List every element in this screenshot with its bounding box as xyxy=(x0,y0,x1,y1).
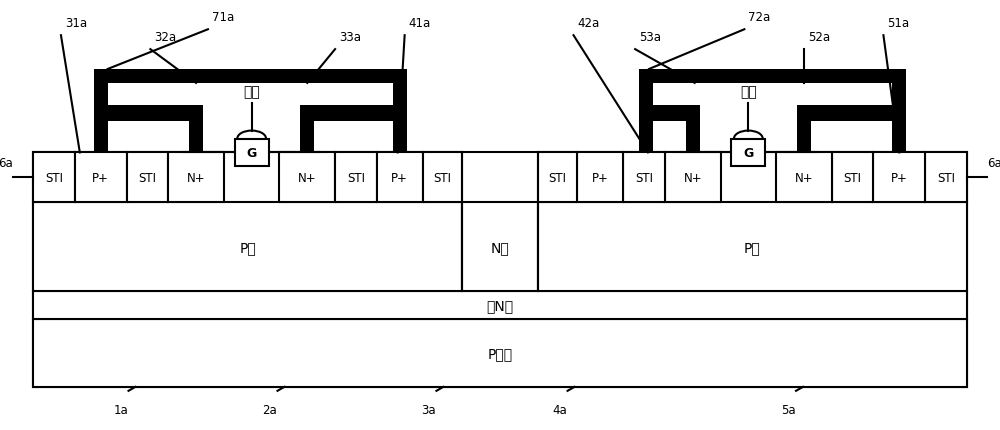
Bar xyxy=(279,153,335,203)
Text: 3a: 3a xyxy=(421,403,436,416)
Bar xyxy=(873,153,925,203)
Text: STI: STI xyxy=(138,171,156,184)
Text: 6a: 6a xyxy=(987,157,1000,170)
Text: STI: STI xyxy=(937,171,955,184)
Bar xyxy=(462,203,538,292)
Text: STI: STI xyxy=(635,171,653,184)
Text: 52a: 52a xyxy=(808,31,830,44)
Bar xyxy=(731,139,765,167)
Text: P阱: P阱 xyxy=(744,240,761,254)
Bar xyxy=(423,153,462,203)
Text: 31a: 31a xyxy=(65,17,87,30)
Bar xyxy=(639,121,653,153)
Bar xyxy=(393,84,407,105)
Text: N+: N+ xyxy=(683,171,702,184)
Bar xyxy=(235,139,269,167)
Bar xyxy=(686,121,700,153)
Text: P+: P+ xyxy=(891,171,908,184)
Bar xyxy=(538,203,967,292)
Bar xyxy=(538,153,577,203)
Bar xyxy=(892,121,906,153)
Bar xyxy=(832,153,873,203)
Text: 33a: 33a xyxy=(339,31,361,44)
Text: N+: N+ xyxy=(795,171,813,184)
Text: STI: STI xyxy=(549,171,567,184)
Bar xyxy=(94,70,407,84)
Bar xyxy=(892,84,906,105)
Bar xyxy=(189,121,203,153)
Text: 1a: 1a xyxy=(113,403,128,416)
Text: 深N阱: 深N阱 xyxy=(486,299,514,313)
Bar xyxy=(377,153,423,203)
Text: P+: P+ xyxy=(391,171,408,184)
Bar xyxy=(639,105,700,121)
Bar xyxy=(639,70,906,84)
Bar xyxy=(127,153,168,203)
Text: 72a: 72a xyxy=(748,11,771,24)
Text: G: G xyxy=(743,147,753,160)
Bar xyxy=(665,153,721,203)
Bar xyxy=(393,121,407,153)
Bar xyxy=(623,153,665,203)
Text: 51a: 51a xyxy=(887,17,910,30)
Bar xyxy=(335,153,377,203)
Text: G: G xyxy=(247,147,257,160)
Bar xyxy=(94,121,108,153)
Text: STI: STI xyxy=(45,171,63,184)
Bar xyxy=(639,84,653,105)
Bar xyxy=(776,153,832,203)
Text: P+: P+ xyxy=(92,171,109,184)
Text: N阱: N阱 xyxy=(491,240,509,254)
Text: 6a: 6a xyxy=(0,157,13,170)
Text: STI: STI xyxy=(347,171,365,184)
Text: 2a: 2a xyxy=(262,403,277,416)
Text: P阱: P阱 xyxy=(239,240,256,254)
Text: N+: N+ xyxy=(298,171,317,184)
Text: STI: STI xyxy=(844,171,862,184)
Text: 32a: 32a xyxy=(154,31,176,44)
Bar xyxy=(33,153,75,203)
Text: 41a: 41a xyxy=(409,17,431,30)
Bar xyxy=(168,153,224,203)
Bar xyxy=(94,84,108,105)
Bar xyxy=(33,292,967,319)
Bar xyxy=(75,153,127,203)
Text: 阳极: 阳极 xyxy=(243,85,260,98)
Bar xyxy=(33,319,967,387)
Bar xyxy=(797,105,906,121)
Text: 阴极: 阴极 xyxy=(740,85,757,98)
Text: 71a: 71a xyxy=(212,11,234,24)
Bar xyxy=(94,105,203,121)
Text: 4a: 4a xyxy=(552,403,567,416)
Bar xyxy=(797,121,811,153)
Text: P+: P+ xyxy=(592,171,609,184)
Text: 42a: 42a xyxy=(577,17,600,30)
Text: 53a: 53a xyxy=(639,31,661,44)
Bar xyxy=(925,153,967,203)
Text: N+: N+ xyxy=(187,171,205,184)
Text: P衬底: P衬底 xyxy=(487,346,513,360)
Bar xyxy=(33,203,462,292)
Text: 5a: 5a xyxy=(781,403,795,416)
Bar xyxy=(577,153,623,203)
Text: STI: STI xyxy=(433,171,451,184)
Bar xyxy=(33,153,967,387)
Bar xyxy=(300,121,314,153)
Bar xyxy=(300,105,407,121)
